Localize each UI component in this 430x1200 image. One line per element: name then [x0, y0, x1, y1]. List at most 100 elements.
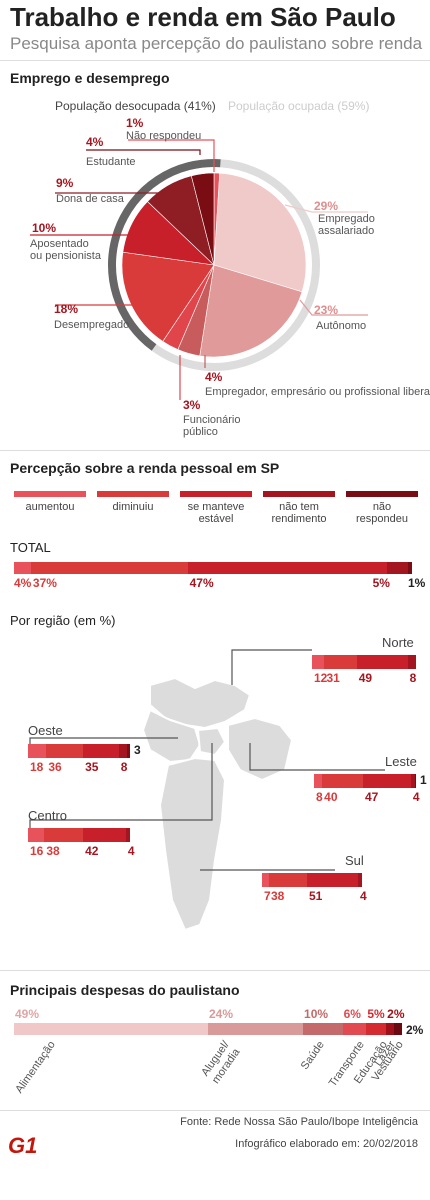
bar-segment — [414, 774, 416, 788]
g1-logo: G1 — [8, 1133, 38, 1158]
total-bar-label: 1% — [408, 576, 426, 590]
total-bar-segment — [187, 562, 387, 574]
expense-category-label: Alimentação — [13, 1039, 58, 1096]
bar-segment — [307, 873, 358, 887]
legend-swatch — [14, 491, 86, 497]
expense-segment — [342, 1023, 367, 1035]
bar-segment — [46, 744, 84, 758]
pie-pct-label: 3% — [183, 398, 201, 412]
bar-value-label: 4 — [412, 790, 420, 804]
expense-segment — [208, 1023, 304, 1035]
bar-segment — [362, 774, 411, 788]
bar-value-label: 4 — [360, 889, 367, 903]
bar-value-label: 1 — [420, 773, 427, 787]
expense-value-label: 6% — [343, 1007, 361, 1021]
pie-slice-label: Funcionário — [183, 414, 240, 426]
group-label-unemployed: População desocupada (41%) — [55, 99, 216, 113]
expense-segment — [303, 1023, 343, 1035]
legend-item-nao-respondeu: não respondeu — [346, 491, 418, 525]
pie-pct-label: 4% — [86, 135, 104, 149]
bar-value-label: 51 — [309, 889, 323, 903]
pie-slice-label: Empregador, empresário ou profissional l… — [205, 386, 430, 398]
pie-leader-line — [128, 139, 215, 172]
total-bar-label: 5% — [372, 576, 390, 590]
region-name-centro: Centro — [28, 808, 68, 823]
bar-value-label: 8 — [120, 760, 128, 774]
total-label: TOTAL — [10, 540, 51, 555]
legend-swatch — [346, 491, 418, 497]
expense-segment — [14, 1023, 208, 1035]
page-title: Trabalho e renda em São Paulo — [10, 2, 396, 32]
divider — [0, 450, 430, 451]
region-name-norte: Norte — [382, 635, 414, 650]
bar-value-label: 40 — [324, 790, 338, 804]
bar-value-label: 47 — [364, 790, 379, 804]
bar-value-label: 42 — [85, 844, 99, 858]
pie-slice-label: público — [183, 426, 218, 438]
region-name-sul: Sul — [345, 853, 364, 868]
legend-label: diminuiu — [112, 501, 154, 513]
divider — [0, 970, 430, 971]
expense-value-label: 2% — [387, 1007, 405, 1021]
pie-pct-label: 1% — [126, 116, 144, 130]
bar-segment — [358, 873, 362, 887]
pie-leader-line — [299, 299, 368, 316]
sao-paulo-map — [29, 649, 385, 932]
bar-segment — [44, 828, 84, 842]
pie-slice-label: Empregado — [318, 213, 375, 225]
legend-item-diminuiu: diminuiu — [97, 491, 169, 513]
pie-slice-label: Dona de casa — [56, 193, 125, 205]
expense-value-label: 10% — [304, 1007, 329, 1021]
bar-segment — [312, 655, 325, 669]
bar-segment — [83, 828, 126, 842]
pie-pct-label: 23% — [314, 303, 338, 317]
page-subtitle: Pesquisa aponta percepção do paulistano … — [10, 34, 423, 53]
pie-pct-label: 10% — [32, 221, 56, 235]
total-bar-segment — [407, 562, 412, 574]
pie-slice-label: assalariado — [318, 225, 374, 237]
bar-value-label: 16 — [30, 844, 44, 858]
divider — [0, 1110, 430, 1111]
pie-pct-label: 4% — [205, 370, 223, 384]
perception-title: Percepção sobre a renda pessoal em SP — [10, 460, 280, 476]
legend-label: aumentou — [25, 501, 75, 513]
expense-segment — [366, 1023, 387, 1035]
expense-value-label: 2% — [406, 1023, 424, 1037]
bar-segment — [410, 774, 415, 788]
legend-item-aumentou: aumentou — [14, 491, 86, 513]
legend-item-sem-rendimento: não tem rendimento — [263, 491, 335, 525]
bar-value-label: 3 — [134, 743, 141, 757]
bar-value-label: 38 — [46, 844, 60, 858]
group-label-employed: População ocupada (59%) — [228, 99, 370, 113]
legend-label: não respondeu — [356, 501, 408, 525]
bar-segment — [262, 873, 269, 887]
bar-segment — [322, 774, 363, 788]
source-text: Fonte: Rede Nossa São Paulo/Ibope Inteli… — [180, 1116, 418, 1128]
bar-segment — [407, 655, 416, 669]
bar-segment — [28, 744, 47, 758]
bar-segment — [28, 828, 45, 842]
bar-segment — [126, 744, 130, 758]
bar-value-label: 8 — [409, 671, 417, 685]
pie-slice-label: Não respondeu — [126, 130, 201, 142]
bar-value-label: 8 — [316, 790, 323, 804]
bar-value-label: 49 — [358, 671, 373, 685]
divider — [0, 60, 430, 61]
total-bar-segment — [14, 562, 31, 574]
bar-value-label: 35 — [85, 760, 99, 774]
date-text: Infográfico elaborado em: 20/02/2018 — [235, 1138, 418, 1150]
pie-slice — [190, 172, 215, 266]
bar-value-label: 12 — [314, 671, 328, 685]
legend-swatch — [97, 491, 169, 497]
expense-segment — [394, 1023, 402, 1035]
legend-label: se manteve estável — [187, 501, 245, 525]
pie-slice-label: Estudante — [86, 156, 136, 168]
regions-title: Por região (em %) — [10, 613, 116, 628]
expense-category-label: Aluguel/ moradia — [199, 1039, 243, 1086]
expense-category-label: Saúde — [298, 1039, 327, 1072]
bar-value-label: 38 — [271, 889, 285, 903]
pie-title: Emprego e desemprego — [10, 70, 170, 86]
map-region-centro — [196, 726, 227, 757]
legend-swatch — [180, 491, 252, 497]
bar-segment — [269, 873, 307, 887]
